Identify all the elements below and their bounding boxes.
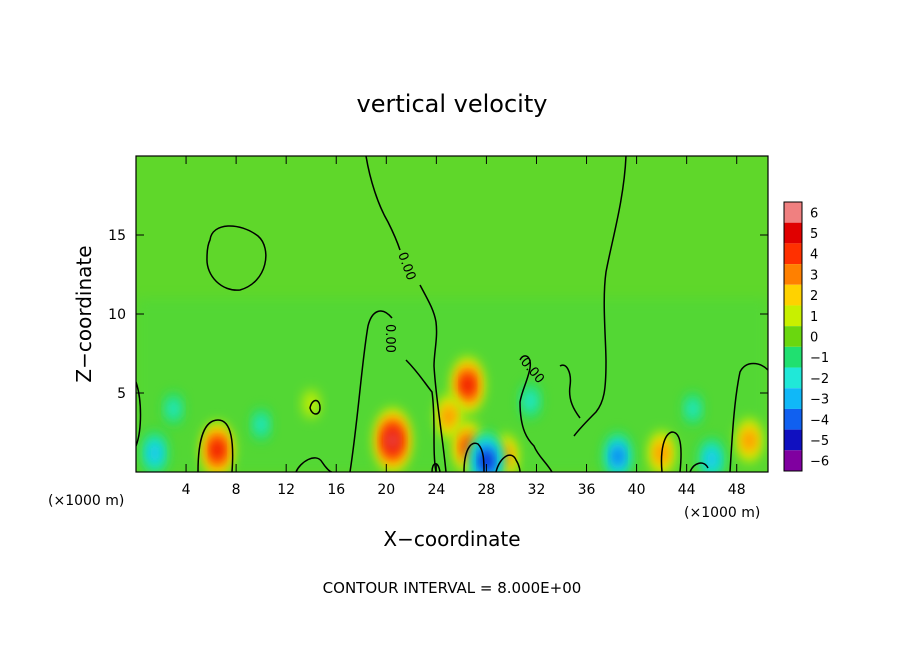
colorbar-label: −2	[810, 372, 829, 387]
x-tick-label: 40	[628, 482, 646, 498]
field-blob	[167, 399, 180, 419]
colorbar-swatch	[784, 284, 802, 306]
field-blob	[687, 399, 699, 419]
contour-line	[463, 442, 521, 472]
colorbar-label: 3	[810, 268, 818, 283]
x-axis-ticks: 4 8 12 16 20 24 28 32 36 40 44 48	[182, 156, 746, 498]
x-tick-label: 16	[327, 482, 345, 498]
colorbar-label: −4	[810, 413, 829, 428]
colorbar-swatch	[784, 243, 802, 265]
x-tick-label: 4	[182, 482, 191, 498]
field-blob	[523, 390, 537, 412]
x-tick-label: 44	[678, 482, 696, 498]
colorbar-label: 5	[810, 227, 818, 242]
colorbar-swatch	[784, 222, 802, 244]
colorbar-frame	[783, 201, 803, 472]
contour-line	[573, 156, 627, 437]
zero-contour-lines	[136, 156, 768, 472]
colorbar-swatch	[784, 305, 802, 327]
colorbar-swatch	[784, 429, 802, 451]
contour-line	[365, 156, 447, 472]
colorbar-label: 6	[810, 206, 818, 221]
field-blob	[213, 442, 222, 458]
colorbar-label: 0	[810, 331, 818, 346]
chart-title: vertical velocity	[357, 90, 548, 118]
colorbar-label: 2	[810, 289, 818, 304]
colorbar-swatch	[784, 450, 802, 471]
field-blob	[149, 443, 161, 463]
y-tick-label: 10	[108, 307, 126, 323]
x-tick-label: 24	[427, 482, 445, 498]
contour-line	[197, 419, 234, 472]
colorbar-swatch	[784, 346, 802, 368]
colorbar-swatch	[784, 202, 802, 223]
colorbar-label: −3	[810, 393, 829, 408]
x-tick-label: 28	[478, 482, 496, 498]
contour-line	[206, 225, 267, 291]
colorbar-swatch	[784, 388, 802, 409]
contour-line	[349, 310, 437, 472]
y-axis-label: Z−coordinate	[72, 245, 96, 382]
field-blob	[388, 433, 397, 448]
colorbar-label: 4	[810, 248, 818, 263]
colorbar-swatch	[784, 367, 802, 389]
contour-line	[295, 457, 333, 472]
velocity-field	[136, 156, 768, 472]
x-unit-right: (×1000 m)	[684, 505, 760, 521]
x-tick-label: 32	[528, 482, 546, 498]
colorbar-label: −6	[810, 455, 829, 470]
colorbar: 6 5 4 3 2 1 0 −1 −2 −3 −4 −5 −6	[783, 201, 829, 472]
x-tick-label: 12	[277, 482, 295, 498]
x-tick-label: 36	[578, 482, 596, 498]
contour-line	[729, 362, 768, 472]
field-blob	[462, 438, 473, 456]
y-tick-label: 5	[117, 386, 126, 402]
contour-line	[431, 462, 709, 472]
field-blob	[443, 407, 455, 427]
contour-line	[660, 431, 682, 472]
contour-line	[559, 364, 581, 419]
field-blob	[743, 430, 755, 450]
field-blob	[255, 415, 267, 435]
contour-interval-note: CONTOUR INTERVAL = 8.000E+00	[323, 579, 582, 597]
contour-line	[309, 399, 321, 415]
field-blob	[706, 449, 718, 469]
colorbar-label: 1	[810, 310, 818, 325]
field-blob	[463, 377, 472, 393]
field-blob	[613, 448, 623, 465]
y-axis-ticks: 5 10 15	[108, 228, 768, 402]
colorbar-label: −1	[810, 351, 829, 366]
colorbar-swatch	[784, 326, 802, 347]
x-tick-label: 20	[377, 482, 395, 498]
x-axis-label: X−coordinate	[383, 527, 520, 551]
contour-line	[519, 355, 553, 472]
colorbar-swatch	[784, 408, 802, 430]
x-unit-left: (×1000 m)	[48, 493, 124, 509]
x-tick-label: 48	[728, 482, 746, 498]
colorbar-swatch	[784, 264, 802, 285]
colorbar-label: −5	[810, 434, 829, 449]
contour-line	[136, 381, 142, 447]
x-tick-label: 8	[232, 482, 241, 498]
y-tick-label: 15	[108, 228, 126, 244]
contour-line-label: 0.00	[382, 324, 397, 353]
